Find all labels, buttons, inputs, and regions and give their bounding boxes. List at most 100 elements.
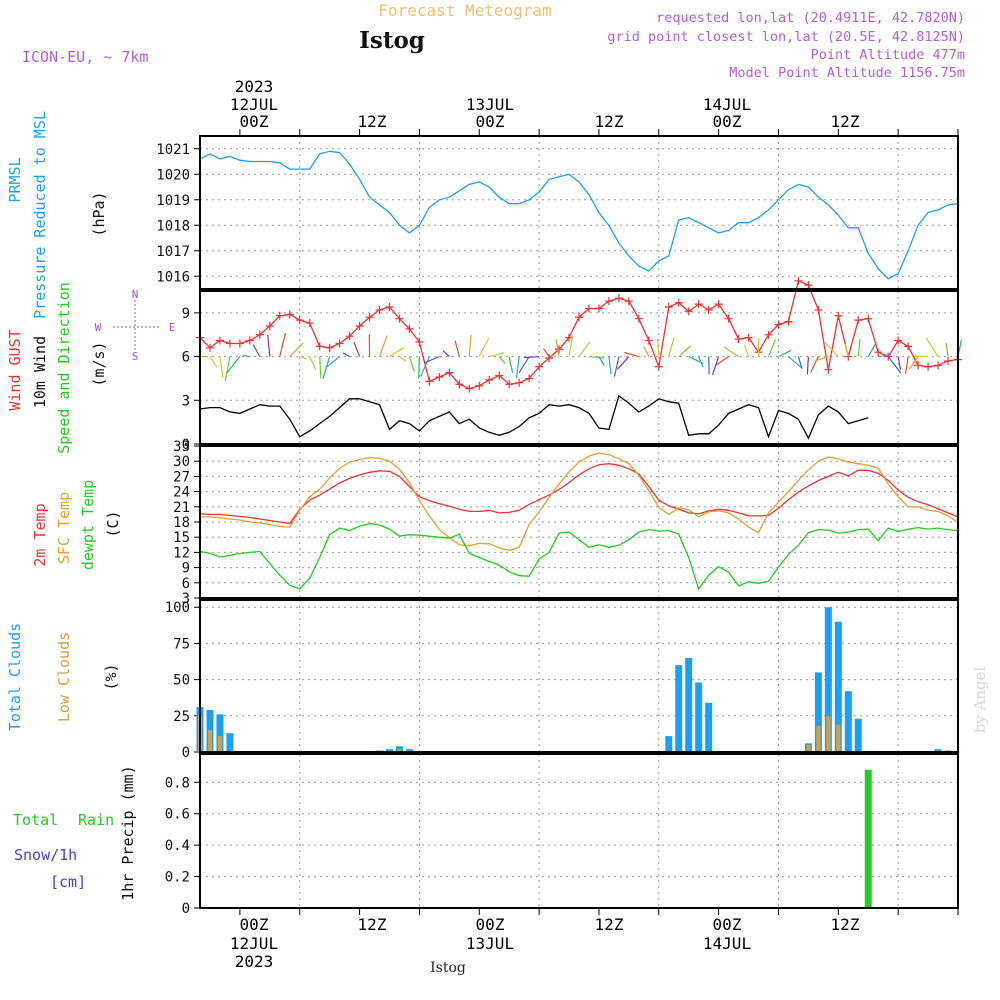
y-tick-label: 100 <box>165 600 190 616</box>
wind-direction-arrow <box>767 339 776 357</box>
pressure-line <box>199 150 959 280</box>
wind-direction-arrow <box>715 356 729 366</box>
wind-direction-arrow <box>515 356 520 378</box>
gust-point <box>694 300 703 309</box>
top-tick-label: 12Z <box>831 112 860 131</box>
wind-direction-arrow <box>508 356 514 374</box>
wind-direction-arrow <box>454 340 460 357</box>
wind-direction-arrow <box>524 355 540 359</box>
gust-point <box>584 304 593 313</box>
snow-label: Snow/1h <box>14 846 77 864</box>
bottom-tick-label: 00Z <box>476 915 505 934</box>
wind-direction-arrow <box>887 356 902 374</box>
gust-point <box>345 332 354 341</box>
sfc-temp-line <box>200 452 959 552</box>
bottom-tick-label: 00Z <box>713 915 742 934</box>
gust-point <box>714 300 723 309</box>
bottom-tick-label: 12Z <box>595 915 624 934</box>
total-cloud-bar <box>386 749 393 751</box>
total-cloud-bar <box>824 607 832 751</box>
total-clouds-label: Total Clouds <box>6 623 24 731</box>
wind-direction-arrow <box>613 356 620 377</box>
top-date-label: 12JUL <box>230 95 278 114</box>
y-tick-label: 1017 <box>156 244 190 260</box>
gust-point <box>804 281 813 290</box>
wind-direction-arrow <box>424 356 440 364</box>
wind-direction-arrow <box>815 355 829 362</box>
cm-unit-label: [cm] <box>50 873 86 891</box>
y-tick-label: 30 <box>173 454 190 470</box>
wind-direction-arrow <box>542 348 550 357</box>
gust-point <box>205 343 214 352</box>
chart-top-title: Forecast Meteogram <box>378 1 551 20</box>
gust-point <box>724 314 733 323</box>
gust-point <box>265 321 274 330</box>
wind-direction-arrow <box>226 356 241 373</box>
gust-point <box>355 321 364 330</box>
model-altitude: Model Point Altitude 1156.75m <box>729 65 965 81</box>
wind-panel-frame <box>199 290 959 445</box>
gust-point <box>814 305 823 314</box>
gust-point <box>864 314 873 323</box>
wind-direction-arrow <box>806 356 809 375</box>
wind-direction-arrow <box>723 346 739 358</box>
gust-point <box>415 338 424 346</box>
total-cloud-bar <box>834 621 842 751</box>
gust-point <box>664 303 673 312</box>
wind-direction-arrow <box>908 356 919 370</box>
wind10-line <box>199 394 869 440</box>
wind-direction-arrow <box>945 342 949 357</box>
wind-direction-arrow <box>578 341 591 357</box>
total-cloud-bar <box>814 672 822 751</box>
gust-point <box>395 314 404 323</box>
pct-unit-label: (%) <box>102 663 120 690</box>
gust-point <box>255 330 264 339</box>
wind-direction-arrow <box>897 356 902 370</box>
gust-point <box>335 339 344 348</box>
y-tick-label: 27 <box>173 469 190 485</box>
wind-direction-arrow <box>309 356 317 370</box>
wind-direction-arrow <box>224 356 231 381</box>
speeddir-label: Speed and Direction <box>55 282 73 454</box>
total-cloud-bar <box>226 733 234 751</box>
wind-direction-arrow <box>242 354 250 358</box>
total-label: Total <box>13 811 58 829</box>
total-cloud-bar <box>844 691 852 751</box>
wind-direction-arrow <box>711 356 720 376</box>
wind-direction-arrow <box>299 356 307 360</box>
gust-point <box>305 319 314 328</box>
wind-direction-arrow <box>209 356 218 368</box>
y-tick-label: 0.8 <box>165 775 190 791</box>
low-cloud-bar <box>836 724 841 751</box>
y-tick-label: 21 <box>173 500 190 516</box>
gust-point <box>545 354 554 363</box>
wind-direction-arrow <box>353 342 361 357</box>
gust-point <box>654 362 663 371</box>
gust-point <box>594 304 603 313</box>
gust-point <box>764 330 773 339</box>
gust-point <box>774 320 783 329</box>
wind-direction-arrow <box>857 338 861 357</box>
temperature-panel-frame <box>199 445 959 599</box>
compass-west-label: W <box>95 321 102 334</box>
wind-direction-arrow <box>442 350 450 358</box>
wind-direction-arrow <box>279 333 287 357</box>
pressure-panel-frame <box>199 135 959 290</box>
y-tick-label: 75 <box>173 636 190 652</box>
gust-point <box>455 380 464 389</box>
top-tick-label: 12Z <box>595 112 624 131</box>
gust-point <box>495 371 504 380</box>
y-tick-label: 24 <box>173 485 190 501</box>
y-tick-label: 1018 <box>156 218 190 234</box>
gust-point <box>235 339 244 348</box>
wind-direction-arrow <box>319 356 322 379</box>
gust-point <box>854 316 863 325</box>
y-tick-label: 15 <box>173 530 190 546</box>
bottom-date-label: 14JUL <box>703 934 751 953</box>
wind-direction-arrow <box>378 335 388 357</box>
wind-direction-arrow <box>797 356 803 369</box>
gust-point <box>644 336 653 345</box>
bottom-year-label: 2023 <box>235 952 274 971</box>
